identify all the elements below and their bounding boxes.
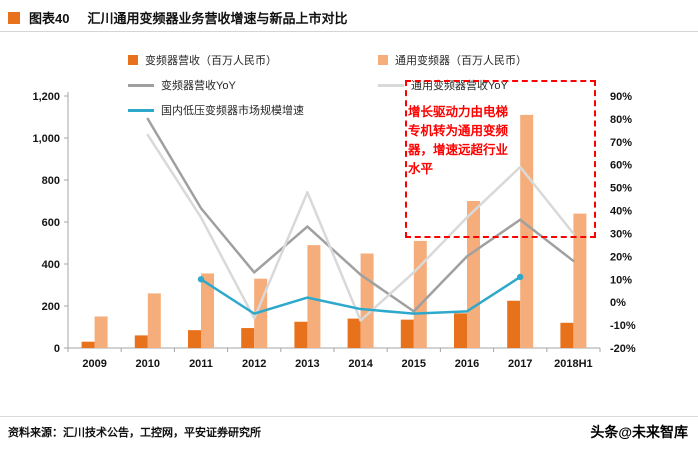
y-axis-label-right: 70% (610, 137, 632, 149)
y-axis-label-left: 600 (42, 217, 60, 229)
y-axis-label-left: 800 (42, 175, 60, 187)
y-axis-label-right: 50% (610, 183, 632, 195)
y-axis-label-right: 20% (610, 251, 632, 263)
page-title: 汇川通用变频器业务营收增速与新品上市对比 (87, 8, 347, 27)
line-endpoint-marker (517, 274, 523, 280)
bar-segment (148, 293, 161, 348)
source-note: 资料来源：汇川技术公告，工控网，平安证券研究所 (8, 424, 261, 440)
y-axis-label-right: 80% (610, 114, 632, 126)
bar-segment (294, 322, 307, 348)
report-chart-page: 图表40 汇川通用变频器业务营收增速与新品上市对比 变频器营收（百万人民币） 通用… (0, 0, 698, 456)
x-axis-label: 2014 (348, 358, 373, 370)
x-axis-label: 2010 (136, 358, 160, 370)
y-axis-label-left: 1,000 (32, 133, 60, 145)
y-axis-label-left: 200 (42, 301, 60, 313)
y-axis-label-right: -20% (610, 343, 636, 355)
watermark: 头条@未来智库 (590, 422, 688, 442)
y-axis-label-right: 10% (610, 274, 632, 286)
chart-tag: 图表40 (29, 8, 69, 27)
legend-bar-swatch-icon (128, 55, 138, 65)
footer-divider (0, 416, 698, 417)
bar-segment (188, 330, 201, 348)
legend-label: 变频器营收（百万人民币） (145, 52, 277, 68)
y-axis-label-right: 90% (610, 91, 632, 103)
bar-segment (135, 335, 148, 348)
y-axis-label-left: 400 (42, 259, 60, 271)
line-endpoint-marker (198, 276, 204, 282)
bar-segment (361, 254, 374, 349)
bar-segment (95, 317, 108, 349)
bar-segment (454, 313, 467, 348)
orange-bullet-icon (8, 12, 20, 24)
x-axis-label: 2015 (402, 358, 426, 370)
annotation-text: 增长驱动力由电梯专机转为通用变频器，增速远超行业水平 (408, 103, 518, 179)
y-axis-label-right: 60% (610, 160, 632, 172)
legend-item: 通用变频器（百万人民币） (378, 52, 527, 68)
legend-item: 变频器营收（百万人民币） (128, 52, 378, 68)
x-axis-label: 2016 (455, 358, 479, 370)
bar-segment (348, 319, 361, 348)
x-axis-label: 2009 (82, 358, 106, 370)
y-axis-label-left: 0 (54, 343, 60, 355)
x-axis-label: 2013 (295, 358, 319, 370)
legend-label: 通用变频器（百万人民币） (395, 52, 527, 68)
bar-segment (307, 245, 320, 348)
bar-segment (241, 328, 254, 348)
y-axis-label-right: 30% (610, 228, 632, 240)
chart-header: 图表40 汇川通用变频器业务营收增速与新品上市对比 (8, 8, 347, 27)
x-axis-label: 2011 (189, 358, 213, 370)
x-axis-label: 2018H1 (554, 358, 593, 370)
bar-segment (401, 320, 414, 348)
bar-segment (560, 323, 573, 348)
bar-segment (507, 301, 520, 348)
legend-bar-swatch-icon (378, 55, 388, 65)
header-divider (0, 31, 698, 32)
x-axis-label: 2017 (508, 358, 532, 370)
bar-segment (82, 342, 95, 348)
y-axis-label-left: 1,200 (32, 91, 60, 103)
y-axis-label-right: -10% (610, 320, 636, 332)
y-axis-label-right: 40% (610, 206, 632, 218)
bar-segment (414, 241, 427, 348)
y-axis-label-right: 0% (610, 297, 626, 309)
x-axis-label: 2012 (242, 358, 266, 370)
